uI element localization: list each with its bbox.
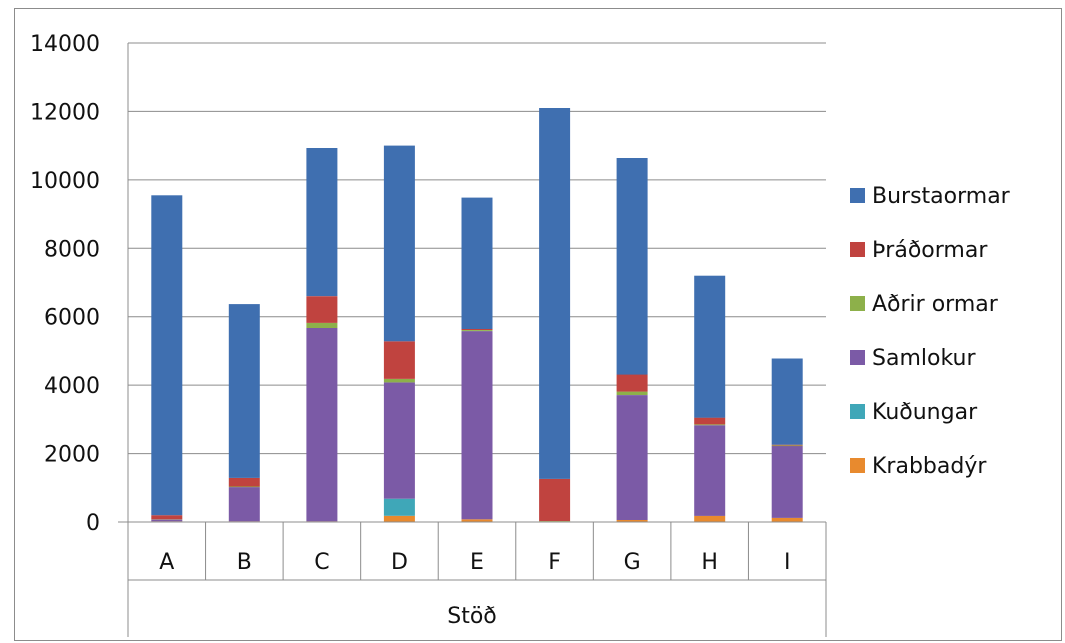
y-tick-label: 14000	[30, 32, 100, 57]
y-tick-label: 0	[86, 511, 100, 536]
bar-segment	[151, 519, 183, 522]
bar-segment	[616, 158, 648, 375]
x-axis-category-labels: A B C D E F G H I	[159, 550, 790, 575]
bar-segment	[461, 331, 493, 520]
legend-swatch	[850, 404, 865, 419]
legend-label: Þráðormar	[872, 238, 988, 263]
bar-segment	[306, 148, 338, 297]
y-axis-tick-labels: 0 2000 4000 6000 8000 10000 12000 14000	[30, 32, 100, 536]
bar-segment	[383, 498, 415, 516]
bar-segment	[616, 374, 648, 392]
legend-swatch	[850, 458, 865, 473]
legend-swatch	[850, 188, 865, 203]
y-tick-label: 12000	[30, 100, 100, 125]
bar-segment	[771, 517, 803, 522]
bar-segment	[228, 304, 260, 478]
bar-segment	[616, 391, 648, 395]
x-category-label: D	[391, 550, 408, 575]
bar-segment	[383, 341, 415, 379]
bars	[151, 108, 803, 522]
bar-segment	[461, 197, 493, 329]
legend-label: Kuðungar	[872, 400, 978, 425]
x-axis-title: Stöð	[447, 604, 497, 629]
y-tick-label: 6000	[44, 306, 100, 331]
x-category-label: C	[314, 550, 329, 575]
bar-segment	[383, 515, 415, 522]
bar-segment	[306, 328, 338, 522]
bar-segment	[616, 519, 648, 522]
bar-segment	[694, 417, 726, 425]
bar-segment	[539, 108, 571, 479]
bar-segment	[616, 395, 648, 520]
bar-segment	[151, 195, 183, 516]
bar-segment	[228, 477, 260, 487]
bar-segment	[694, 424, 726, 426]
bar-segment	[383, 382, 415, 499]
x-category-label: A	[159, 550, 174, 575]
axes	[118, 43, 827, 637]
bar-segment	[306, 296, 338, 323]
chart-frame	[14, 8, 1062, 641]
legend-label: Burstaormar	[872, 184, 1011, 209]
x-category-label: E	[470, 550, 484, 575]
bar-segment	[306, 322, 338, 328]
y-tick-label: 2000	[44, 443, 100, 468]
bar-segment	[694, 515, 726, 522]
legend-swatch	[850, 296, 865, 311]
bar-segment	[694, 425, 726, 516]
y-tick-label: 10000	[30, 169, 100, 194]
legend-label: Aðrir ormar	[872, 292, 999, 317]
bar-segment	[771, 446, 803, 518]
bar-segment	[228, 487, 260, 522]
legend: Burstaormar Þráðormar Aðrir ormar Samlokur K…	[850, 184, 1011, 479]
x-category-label: B	[237, 550, 252, 575]
bar-segment	[539, 478, 571, 521]
bar-segment	[383, 145, 415, 342]
bar-segment	[694, 275, 726, 418]
x-category-label: H	[701, 550, 718, 575]
x-category-label: G	[624, 550, 641, 575]
legend-swatch	[850, 242, 865, 257]
x-category-label: F	[548, 550, 561, 575]
bar-segment	[461, 519, 493, 522]
legend-swatch	[850, 350, 865, 365]
bar-segment	[228, 486, 260, 488]
legend-label: Krabbadýr	[872, 454, 987, 479]
legend-label: Samlokur	[872, 346, 976, 371]
bar-segment	[383, 379, 415, 383]
y-tick-label: 4000	[44, 374, 100, 399]
y-tick-label: 8000	[44, 237, 100, 262]
bar-segment	[461, 330, 493, 332]
bar-segment	[461, 329, 493, 330]
x-category-label: I	[784, 550, 791, 575]
bar-segment	[771, 358, 803, 445]
bar-segment	[151, 515, 183, 520]
bar-segment	[771, 444, 803, 446]
bar-segment	[771, 445, 803, 447]
